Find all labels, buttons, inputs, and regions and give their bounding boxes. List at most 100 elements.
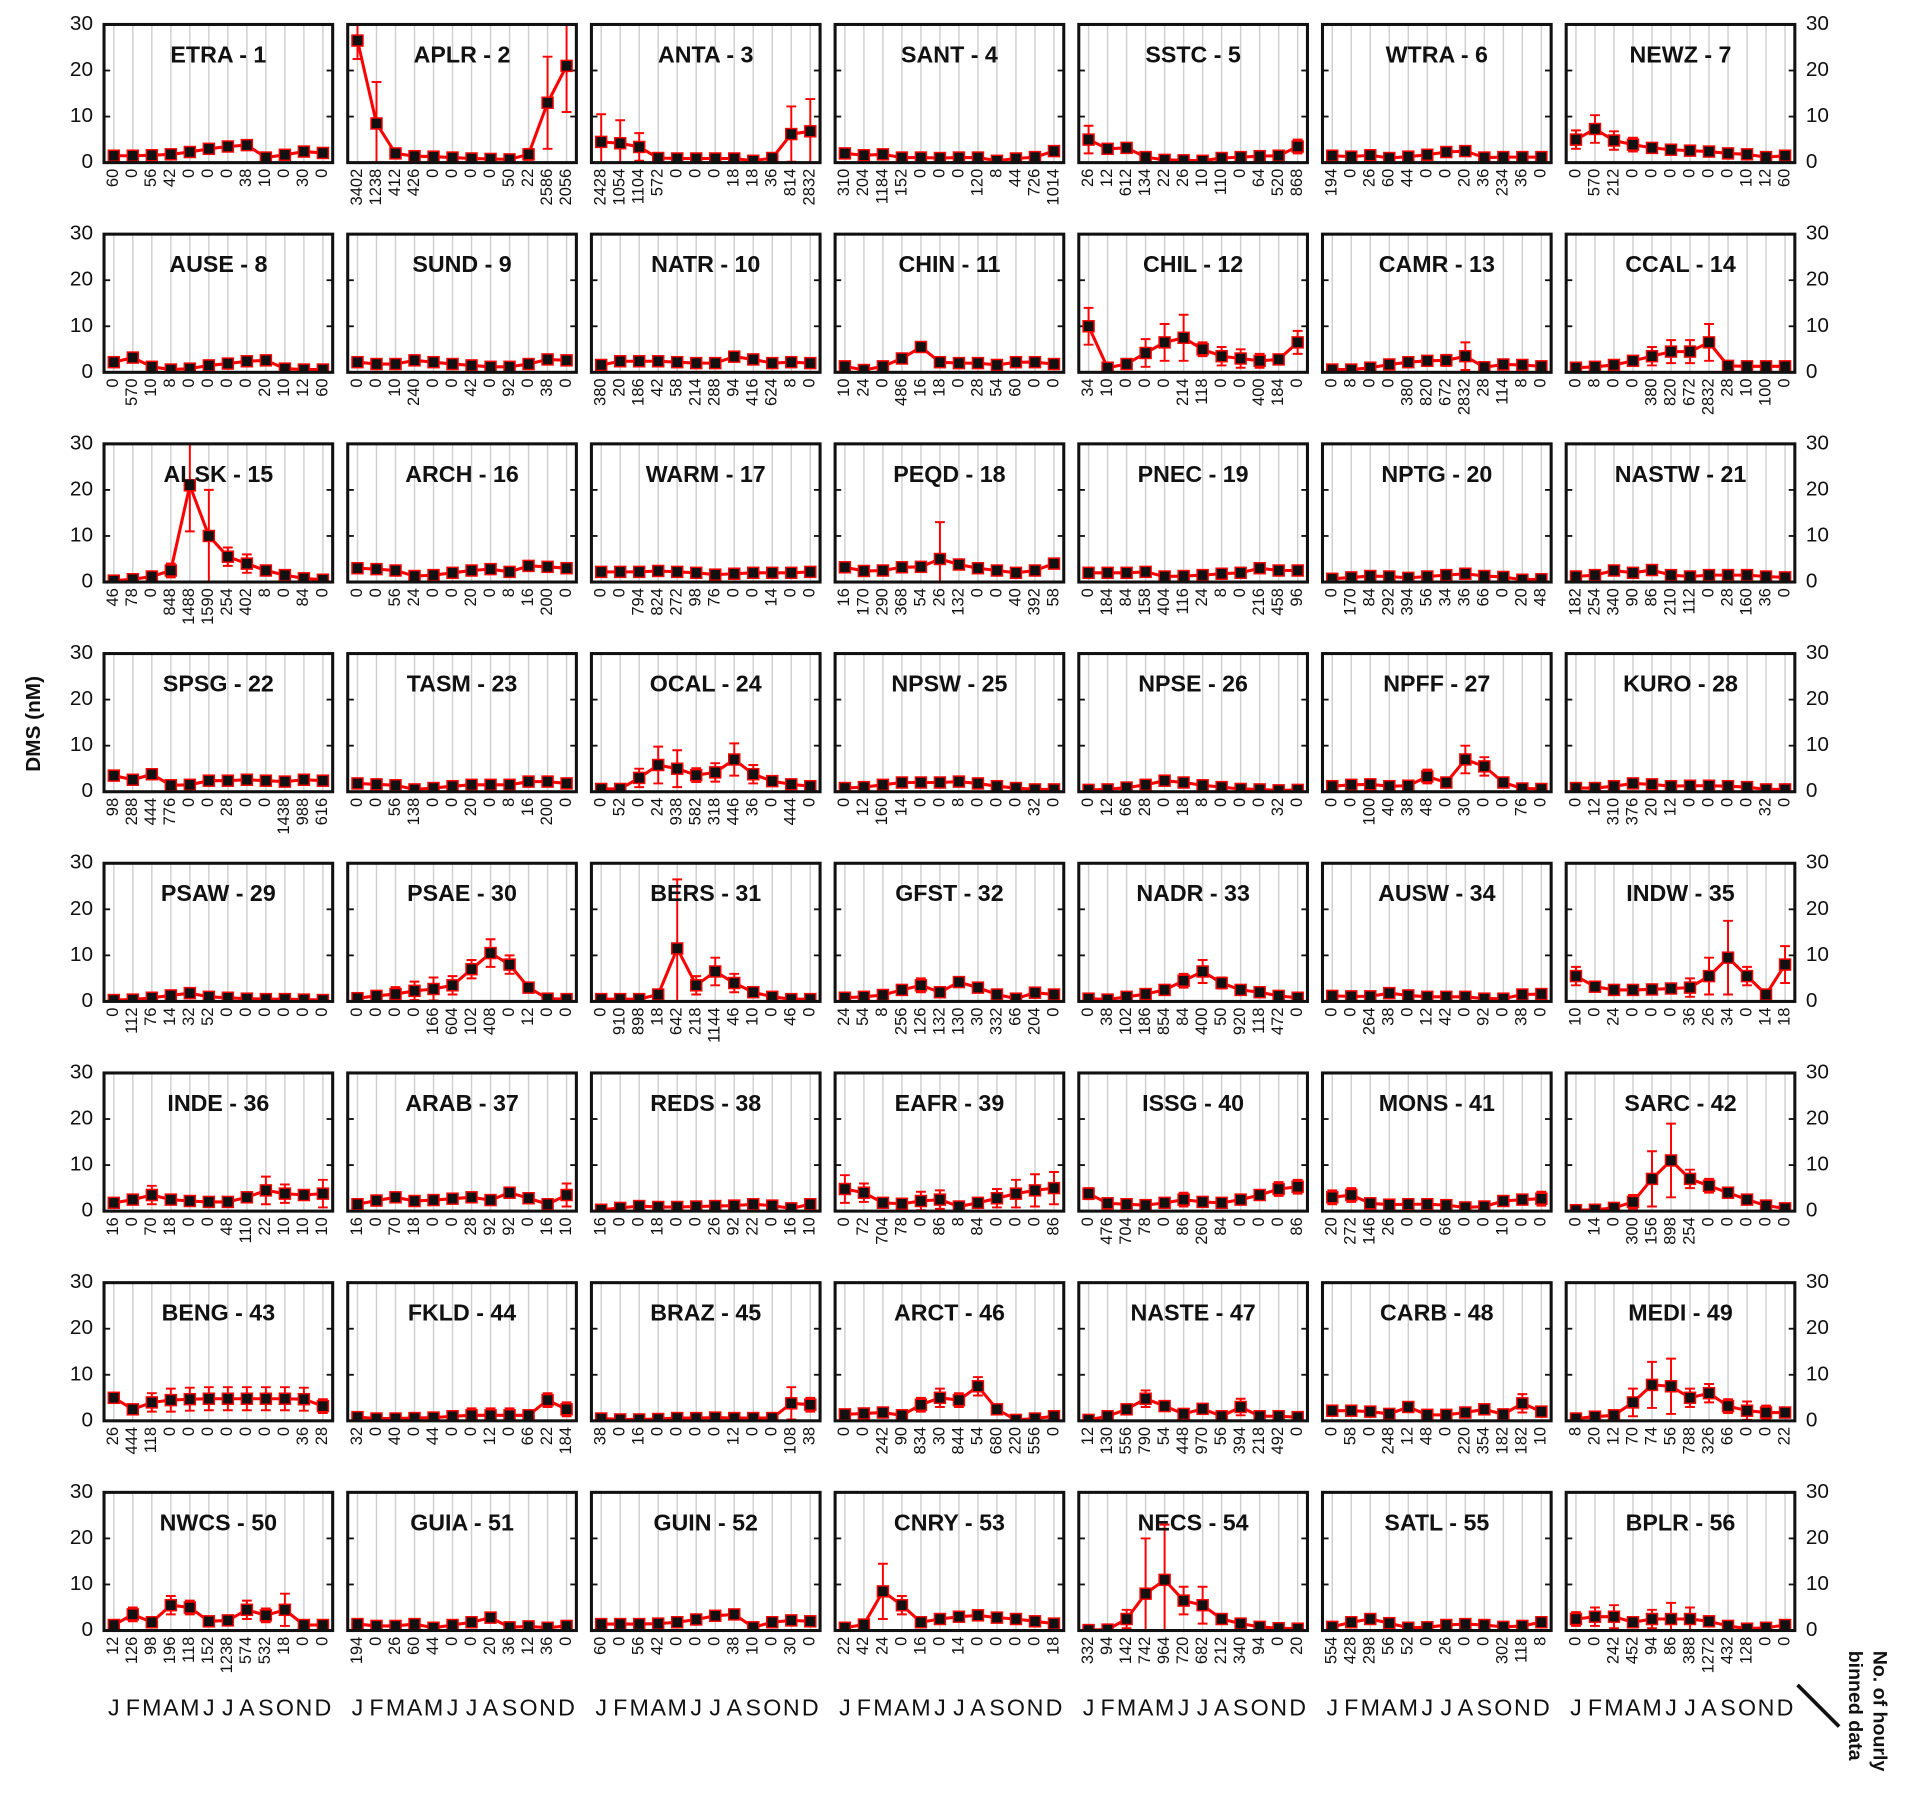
marker [804,1197,817,1211]
series-line [844,345,1055,372]
count-label: 0 [854,1427,872,1436]
count-label: 0 [1642,169,1660,178]
count-label: 0 [611,588,629,597]
marker [990,154,1004,163]
marker [1345,150,1358,163]
panel-title: BERS - 31 [650,880,761,906]
month-label: D [802,1695,819,1721]
marker [933,355,947,369]
marker [351,34,364,47]
count-label: 36 [1680,1008,1698,1026]
marker [465,1409,478,1421]
marker [1459,1406,1472,1419]
count-label: 218 [1250,1427,1268,1455]
month-label: O [1007,1695,1025,1721]
plot-area [351,1611,573,1631]
plot-area [351,1182,573,1211]
marker [1497,358,1510,371]
count-label: 848 [161,588,179,616]
panel: AUSW - 340 0 264 38 0 12 42 0 92 0 38 0 [1320,861,1553,1035]
marker [145,1616,159,1629]
series-line [357,1398,568,1421]
y-tick-label: 10 [1806,523,1829,546]
plot-area [1326,1393,1548,1421]
y-tick-label: 0 [1806,570,1818,593]
marker [1778,1618,1792,1631]
marker [1516,358,1529,372]
marker [145,360,159,373]
marker [1535,987,1548,1001]
count-label: 56 [1661,1427,1679,1445]
marker [1478,569,1491,583]
series-line [1575,1615,1786,1631]
marker [952,975,966,989]
marker [389,987,402,1001]
count-label: 18 [405,1217,423,1235]
count-label: 0 [987,1637,1005,1646]
marker [785,778,798,791]
count-label: 0 [500,1008,518,1017]
plot-area [1082,561,1304,583]
marker [766,151,779,163]
marker [632,1617,646,1631]
marker [316,1618,330,1631]
month-label: J [595,1695,607,1721]
count-label: 22 [256,1217,274,1235]
count-label: 0 [968,588,986,597]
count-label: 128 [1737,1637,1755,1665]
marker [785,1202,798,1212]
panel-frame [833,1281,1066,1423]
marker [971,1196,985,1210]
marker [408,569,421,583]
marker [1272,564,1285,577]
marker [389,1412,402,1421]
count-label: 0 [1775,1637,1793,1646]
marker [747,154,760,163]
marker [1626,1195,1640,1209]
marker [351,991,364,1002]
count-label: 0 [142,588,160,597]
marker [259,992,273,1002]
marker [1702,568,1716,582]
count-label: 0 [1456,1008,1474,1017]
marker [914,1616,928,1629]
count-label: 824 [649,588,667,616]
y-tick-label: 30 [70,1480,93,1503]
count-label: 392 [1025,588,1043,616]
panel-frame [589,652,822,794]
count-label: 988 [294,798,312,826]
marker [503,153,516,163]
count-label: 108 [782,1427,800,1455]
y-tick-label: 30 [1806,641,1829,664]
marker [1383,1616,1396,1630]
marker [370,1194,383,1207]
count-label: 44 [1399,169,1417,187]
marker [1009,152,1023,163]
panel: NPSE - 260 12 66 28 0 18 8 0 0 0 32 0 [1077,652,1309,816]
marker [1759,150,1773,163]
marker [1459,990,1472,1002]
marker [389,357,402,371]
count-label: 36 [538,1637,556,1655]
month-label: M [1642,1695,1661,1721]
marker [689,566,703,580]
marker [1326,363,1339,373]
y-tick-label: 0 [81,1199,93,1222]
marker [1028,1412,1042,1421]
panel: PSAE - 300 0 0 0 166 604 102 408 0 12 0 0 [346,861,578,1035]
y-tick-label: 20 [1806,477,1829,500]
count-label: 32 [180,1008,198,1026]
marker [1028,564,1042,577]
marker [1740,1404,1754,1417]
series-line [1575,127,1786,159]
marker [1158,570,1171,583]
count-label: 898 [630,1008,648,1036]
count-label: 32 [348,1427,366,1445]
month-label: D [1533,1695,1550,1721]
count-label: 46 [782,1008,800,1026]
count-label: 0 [405,1427,423,1436]
count-label: 0 [367,588,385,597]
